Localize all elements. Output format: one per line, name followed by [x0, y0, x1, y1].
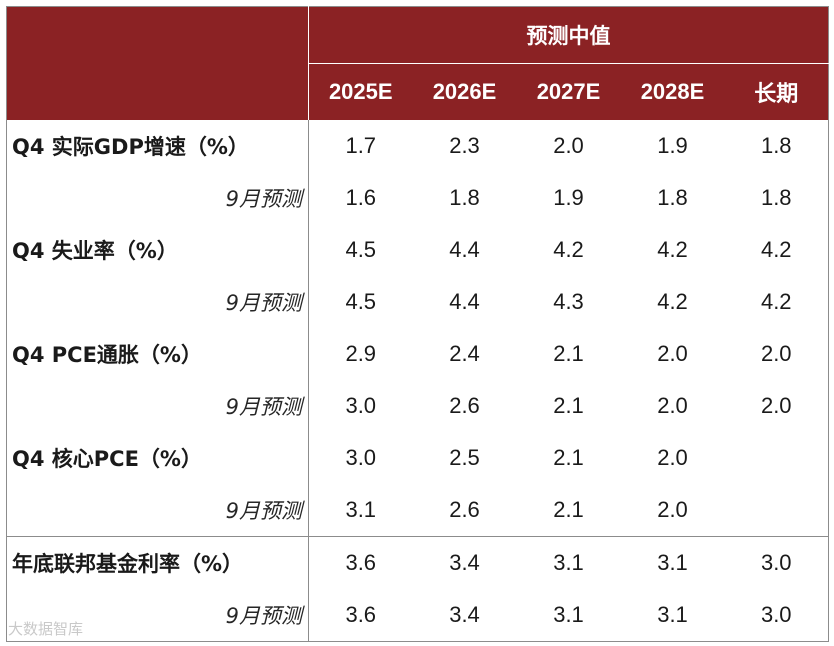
watermark-text: 大数据智库	[8, 620, 84, 638]
table-row-prior-forecast: 9月预测 3.1 2.6 2.1 2.0	[6, 484, 829, 537]
table-cell: 1.8	[657, 185, 688, 210]
table-row: Q4 失业率（%） 4.5 4.4 4.2 4.2 4.2	[6, 224, 829, 276]
row-sublabel: 9月预测	[6, 172, 309, 224]
table-cell: 4.2	[657, 237, 688, 262]
table-cell: 4.4	[449, 289, 480, 314]
table-cell: 2.0	[657, 497, 688, 522]
table-cell: 2.5	[449, 445, 480, 470]
header-corner-cell	[6, 6, 309, 120]
table-row: 年底联邦基金利率（%） 3.6 3.4 3.1 3.1 3.0	[6, 536, 829, 589]
table-cell	[725, 432, 829, 484]
row-sublabel: 9月预测	[6, 380, 309, 432]
row-sublabel: 9月预测	[6, 589, 309, 642]
table-cell: 2.0	[657, 341, 688, 366]
table-cell: 2.3	[449, 133, 480, 158]
table-row: Q4 PCE通胀（%） 2.9 2.4 2.1 2.0 2.0	[6, 328, 829, 380]
table-cell: 3.4	[412, 536, 517, 589]
table-cell: 4.2	[760, 237, 792, 262]
table-cell: 2.0	[657, 393, 688, 418]
table-cell: 3.1	[345, 497, 377, 522]
table-cell: 2.1	[553, 341, 584, 366]
table-cell: 4.2	[553, 237, 584, 262]
table-cell: 1.6	[345, 185, 377, 210]
row-sublabel: 9月预测	[6, 484, 309, 537]
header-row-group: 预测中值	[6, 6, 829, 120]
table-cell: 2.6	[449, 393, 480, 418]
row-label: Q4 实际GDP增速（%）	[6, 120, 309, 172]
table-cell: 3.0	[345, 393, 377, 418]
table-cell: 1.9	[657, 133, 688, 158]
table-cell: 4.3	[553, 289, 584, 314]
table-cell: 1.9	[553, 185, 584, 210]
table-row-prior-forecast: 9月预测 3.0 2.6 2.1 2.0 2.0	[6, 380, 829, 432]
table-cell: 2.0	[760, 341, 792, 366]
row-label: 年底联邦基金利率（%）	[6, 536, 309, 589]
row-label: Q4 PCE通胀（%）	[6, 328, 309, 380]
table-row-prior-forecast: 9月预测 3.6 3.4 3.1 3.1 3.0	[6, 589, 829, 642]
table-cell: 4.5	[345, 289, 377, 314]
row-sublabel: 9月预测	[6, 276, 309, 328]
column-header: 长期	[724, 63, 829, 120]
table-cell: 3.4	[449, 602, 480, 627]
table-cell: 1.8	[449, 185, 480, 210]
table-header: 预测中值 2025E 2026E 2027E 2028E 长期	[6, 6, 829, 120]
table-cell: 1.8	[760, 133, 792, 158]
column-header: 2026E	[412, 63, 517, 120]
table-cell: 3.0	[345, 445, 377, 470]
column-header: 2027E	[516, 63, 621, 120]
table-cell: 2.0	[553, 133, 584, 158]
table-cell: 3.0	[760, 602, 792, 627]
table-cell: 3.1	[620, 536, 725, 589]
table-cell: 3.6	[308, 536, 413, 589]
table-cell: 1.8	[760, 185, 792, 210]
table-cell: 2.6	[449, 497, 480, 522]
table-cell: 4.4	[449, 237, 480, 262]
table-row: Q4 核心PCE（%） 3.0 2.5 2.1 2.0	[6, 432, 829, 484]
header-row-years: 2025E 2026E 2027E 2028E 长期	[7, 63, 829, 120]
table-row: Q4 实际GDP增速（%） 1.7 2.3 2.0 1.9 1.8	[6, 120, 829, 172]
table-cell: 4.2	[760, 289, 792, 314]
table-body: Q4 实际GDP增速（%） 1.7 2.3 2.0 1.9 1.8 9月预测 1.6 1.8 1.…	[6, 120, 829, 642]
table-row-prior-forecast: 9月预测 1.6 1.8 1.9 1.8 1.8	[6, 172, 829, 224]
table-cell: 3.6	[345, 602, 377, 627]
group-header: 预测中值	[308, 6, 829, 64]
column-header: 2025E	[308, 63, 413, 120]
table-cell: 2.1	[553, 497, 584, 522]
table-row-prior-forecast: 9月预测 4.5 4.4 4.3 4.2 4.2	[6, 276, 829, 328]
table-cell: 2.0	[760, 393, 792, 418]
table-cell: 4.2	[657, 289, 688, 314]
row-label: Q4 失业率（%）	[6, 224, 309, 276]
row-label: Q4 核心PCE（%）	[6, 432, 309, 484]
table-cell: 1.7	[345, 133, 377, 158]
column-header: 2028E	[620, 63, 725, 120]
table-cell: 4.5	[345, 237, 377, 262]
table-cell	[725, 484, 829, 537]
table-cell: 2.4	[449, 341, 480, 366]
forecast-table: 预测中值 2025E 2026E 2027E 2028E 长期 Q4 实际GDP…	[6, 6, 829, 642]
table-cell: 3.0	[724, 536, 829, 589]
table-cell: 3.1	[657, 602, 688, 627]
table-cell: 2.1	[553, 393, 584, 418]
table-cell: 2.9	[345, 341, 377, 366]
table-cell: 3.1	[516, 536, 621, 589]
table-cell: 2.0	[657, 445, 688, 470]
table-cell: 3.1	[553, 602, 584, 627]
table-cell: 2.1	[553, 445, 584, 470]
